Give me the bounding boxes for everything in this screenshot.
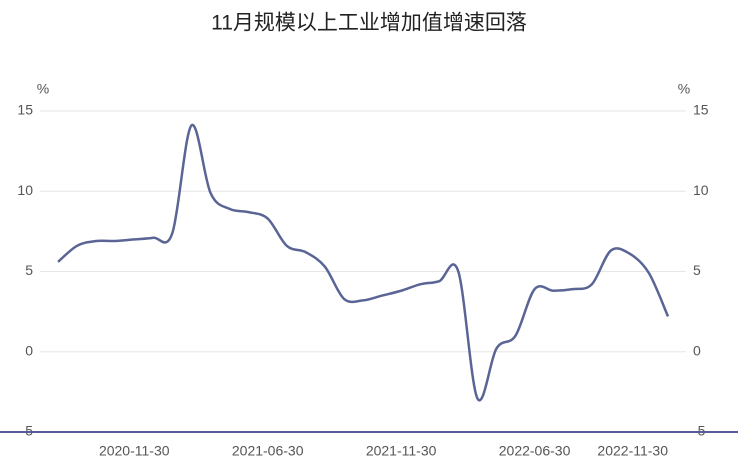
y2-tick-label: -5 (693, 423, 706, 439)
y-tick-label: 15 (17, 102, 33, 118)
x-tick-label: 2021-06-30 (232, 443, 304, 459)
y2-tick-label: 15 (693, 102, 709, 118)
y-tick-label: 0 (25, 342, 33, 358)
y2-unit: % (678, 81, 690, 97)
line (57, 124, 670, 402)
y2-tick-label: 5 (693, 262, 701, 278)
y-unit: % (37, 81, 49, 97)
x-tick-label: 2022-11-30 (597, 443, 668, 459)
x-tick-label: 2022-06-30 (499, 443, 571, 459)
x-tick-label: 2021-11-30 (366, 443, 437, 459)
y2-tick-label: 10 (693, 182, 709, 198)
y2-tick-label: 0 (693, 342, 701, 358)
chart-title: 11月规模以上工业增加值增速回落 (211, 12, 527, 35)
y-tick-label: -5 (21, 423, 34, 439)
x-tick-label: 2020-11-30 (99, 443, 170, 459)
y-tick-label: 10 (17, 182, 33, 198)
y-tick-label: 5 (25, 262, 33, 278)
